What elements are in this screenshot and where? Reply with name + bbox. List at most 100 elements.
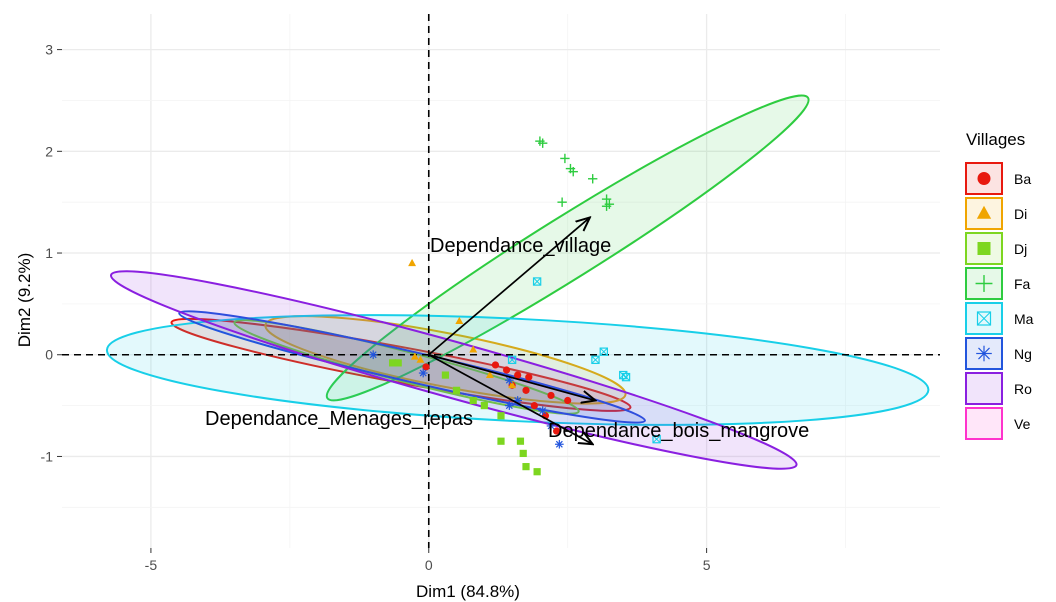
point-dj: [389, 359, 397, 367]
legend-label-dj: Dj: [1014, 241, 1027, 257]
legend-label-ve: Ve: [1014, 416, 1031, 432]
legend-item-ro: Ro: [965, 372, 1032, 405]
legend-item-di: Di: [965, 197, 1027, 230]
point-ng: [555, 439, 564, 449]
marker-x2: [533, 277, 542, 286]
marker-triangle: [410, 352, 419, 360]
x-tick-label: 5: [703, 557, 711, 573]
legend-label-fa: Fa: [1014, 276, 1031, 292]
marker-triangle: [408, 258, 417, 267]
marker-star-ray: [547, 422, 555, 430]
legend-label-ro: Ro: [1014, 381, 1032, 397]
legend-label-di: Di: [1014, 206, 1027, 222]
marker-x2: [599, 347, 608, 356]
point-ba: [422, 363, 430, 371]
marker-square: [497, 412, 505, 420]
legend-item-ma: Ma: [965, 302, 1034, 335]
point-ng: [538, 406, 547, 416]
marker-box: [507, 355, 517, 365]
point-ng: [546, 421, 556, 431]
point-ba: [502, 366, 511, 374]
legend-label-ng: Ng: [1014, 346, 1032, 362]
legend-marker-ba: [977, 172, 991, 185]
point-fa: [601, 201, 612, 211]
marker-triangle: [485, 370, 494, 378]
marker-square: [516, 437, 525, 445]
marker-square: [480, 402, 488, 410]
point-ma: [621, 372, 631, 382]
marker-x2: [591, 355, 600, 364]
point-dj: [497, 437, 505, 445]
marker-triangle: [416, 355, 425, 363]
marker-circle: [522, 386, 530, 394]
point-ba: [525, 373, 533, 381]
legend-marker-di: [976, 205, 992, 219]
marker-circle: [514, 371, 522, 379]
marker-square: [469, 396, 477, 405]
marker-circle: [530, 402, 538, 410]
point-fa: [588, 174, 598, 184]
point-di: [508, 380, 517, 389]
reference-lines: [62, 14, 940, 548]
legend-label-ba: Ba: [1014, 171, 1031, 187]
marker-triangle: [469, 345, 478, 353]
marker-x2: [652, 435, 661, 444]
x-tick-label: -5: [145, 557, 158, 573]
marker-circle: [547, 391, 555, 400]
point-ba: [491, 361, 500, 369]
point-ba: [552, 427, 561, 435]
point-ba: [564, 396, 572, 405]
x-axis-title: Dim1 (84.8%): [416, 582, 520, 601]
y-tick-label: 3: [45, 42, 53, 58]
point-fa: [557, 197, 567, 207]
marker-star-ray: [369, 351, 377, 359]
marker-square: [533, 468, 541, 476]
marker-box: [621, 372, 631, 382]
point-ba: [530, 402, 538, 410]
marker-circle: [525, 373, 533, 381]
marker-square: [389, 359, 397, 367]
legend-title: Villages: [966, 130, 1025, 149]
ellipse-ng: [178, 310, 646, 424]
point-ng: [418, 368, 428, 378]
marker-box: [652, 434, 661, 444]
point-dj: [522, 463, 530, 471]
point-fa: [537, 138, 548, 148]
y-tick-label: 2: [45, 143, 53, 159]
legend-label-ma: Ma: [1014, 311, 1034, 327]
marker-box: [532, 277, 542, 286]
legend-marker-dj: [977, 242, 991, 255]
legend-item-ve: Ve: [965, 407, 1031, 440]
point-dj: [441, 371, 450, 379]
point-ma: [507, 355, 517, 365]
point-di: [410, 352, 419, 360]
marker-circle: [422, 363, 430, 371]
legend-key: [965, 407, 1003, 440]
marker-star-ray: [555, 440, 563, 448]
legend-item-ba: Ba: [965, 162, 1031, 195]
point-dj: [469, 396, 477, 405]
point-ba: [547, 391, 555, 400]
point-fa: [568, 166, 578, 177]
ellipse-fa: [325, 94, 810, 402]
marker-star-ray: [505, 402, 513, 410]
x-axis-ticks: -5 0 5: [145, 548, 711, 573]
arrow-dependance_village: [428, 217, 590, 356]
y-axis-title: Dim2 (9.2%): [15, 253, 34, 347]
ellipse-ro: [109, 270, 798, 470]
point-ma: [652, 434, 661, 444]
marker-triangle: [508, 380, 517, 389]
marker-x2: [508, 355, 517, 364]
marker-x2: [619, 371, 628, 380]
marker-star-ray: [978, 347, 990, 360]
marker-star-ray: [539, 407, 547, 415]
point-dj: [533, 468, 541, 476]
arrow-dependance_menages_repas: [428, 353, 596, 401]
legend-marker-ng: [976, 345, 992, 362]
marker-square: [394, 359, 402, 367]
point-dj: [394, 359, 402, 367]
marker-circle: [552, 427, 561, 435]
marker-square: [977, 242, 991, 255]
marker-circle: [977, 172, 991, 185]
